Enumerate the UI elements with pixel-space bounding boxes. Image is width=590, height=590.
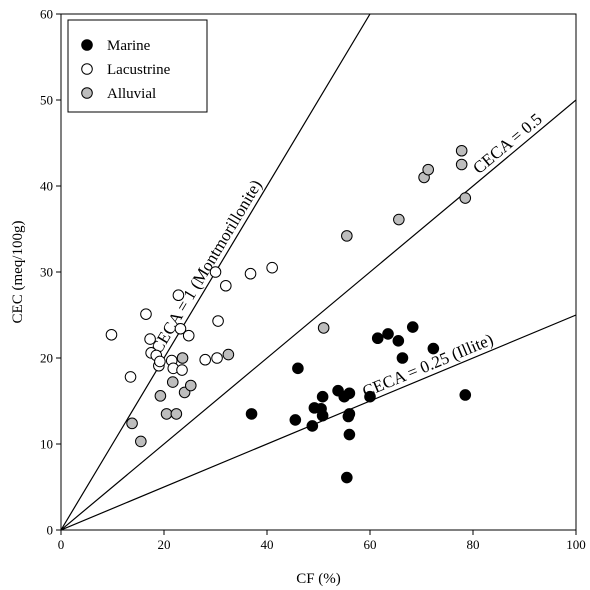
point-alluvial <box>136 436 147 447</box>
reference-line <box>61 100 576 530</box>
reference-line-label: CECA = 0.5 <box>469 109 545 177</box>
x-axis: 0 20 40 60 80 100 <box>58 530 586 552</box>
point-lacustrine <box>173 290 184 301</box>
point-alluvial <box>456 145 467 156</box>
point-marine <box>293 363 304 374</box>
legend-label: Lacustrine <box>107 62 171 78</box>
point-lacustrine <box>177 365 188 376</box>
y-tick-label: 30 <box>40 265 53 280</box>
point-lacustrine <box>245 268 256 279</box>
legend: Marine Lacustrine Alluvial <box>68 20 207 112</box>
point-marine <box>317 410 328 421</box>
point-lacustrine <box>213 316 224 327</box>
x-tick-label: 80 <box>467 537 480 552</box>
y-axis-title: CEC (meq/100g) <box>10 221 26 324</box>
x-axis-title: CF (%) <box>296 571 341 587</box>
point-marine <box>343 411 354 422</box>
legend-label: Marine <box>107 38 151 54</box>
x-tick-label: 60 <box>364 537 377 552</box>
point-alluvial <box>161 409 172 420</box>
point-alluvial <box>127 418 138 429</box>
point-alluvial <box>318 323 329 334</box>
point-marine <box>317 391 328 402</box>
point-alluvial <box>171 409 182 420</box>
y-tick-label: 10 <box>40 437 53 452</box>
point-alluvial <box>185 380 196 391</box>
point-marine <box>393 336 404 347</box>
point-marine <box>344 388 355 399</box>
y-tick-label: 0 <box>47 523 54 538</box>
point-marine <box>428 343 439 354</box>
point-alluvial <box>342 231 353 242</box>
point-marine <box>344 429 355 440</box>
x-tick-label: 20 <box>158 537 171 552</box>
point-lacustrine <box>145 334 156 345</box>
point-marine <box>383 329 394 340</box>
point-alluvial <box>223 349 234 360</box>
x-tick-label: 100 <box>566 537 586 552</box>
y-tick-label: 50 <box>40 93 53 108</box>
point-marine <box>246 409 257 420</box>
point-lacustrine <box>267 262 278 273</box>
point-lacustrine <box>141 309 152 320</box>
point-lacustrine <box>221 280 232 291</box>
legend-marker <box>82 64 93 75</box>
x-tick-label: 40 <box>261 537 274 552</box>
point-marine <box>460 390 471 401</box>
point-marine <box>372 333 383 344</box>
point-lacustrine <box>125 372 136 383</box>
point-alluvial <box>177 353 188 364</box>
y-axis: 0 10 20 30 40 50 60 <box>40 7 61 538</box>
point-lacustrine <box>212 353 223 364</box>
legend-marker <box>82 88 93 99</box>
point-marine <box>307 421 318 432</box>
point-alluvial <box>394 214 405 225</box>
y-tick-label: 40 <box>40 179 53 194</box>
point-lacustrine <box>106 329 117 340</box>
point-marine <box>342 472 353 483</box>
point-lacustrine <box>210 267 221 278</box>
point-alluvial <box>155 391 166 402</box>
y-tick-label: 60 <box>40 7 53 22</box>
point-marine <box>397 353 408 364</box>
point-alluvial <box>456 159 467 170</box>
point-lacustrine <box>200 354 211 365</box>
legend-marker <box>82 40 93 51</box>
y-tick-label: 20 <box>40 351 53 366</box>
point-alluvial <box>460 193 471 204</box>
point-marine <box>407 322 418 333</box>
point-alluvial <box>167 377 178 388</box>
reference-line <box>61 315 576 530</box>
point-alluvial <box>423 164 434 175</box>
x-tick-label: 0 <box>58 537 65 552</box>
point-marine <box>290 415 301 426</box>
point-lacustrine <box>155 356 166 367</box>
point-marine <box>365 391 376 402</box>
data-points <box>106 145 470 482</box>
legend-label: Alluvial <box>107 86 156 102</box>
reference-line-label: CECA = 1 (Montmorillonite) <box>147 176 266 356</box>
point-lacustrine <box>183 330 194 341</box>
